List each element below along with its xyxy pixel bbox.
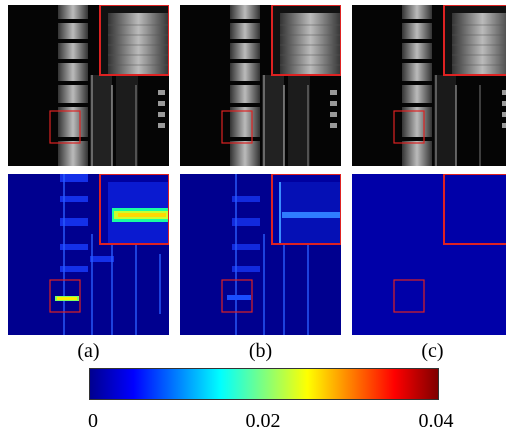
- image-a-grayscale: [8, 5, 169, 166]
- zoom-inset: [99, 5, 169, 76]
- region-box: [221, 279, 253, 313]
- region-box: [393, 110, 425, 144]
- error-map-a: [8, 174, 169, 335]
- zoom-inset: [443, 5, 506, 76]
- image-c-grayscale: [352, 5, 506, 166]
- caption-b: (b): [248, 340, 273, 362]
- zoom-inset: [271, 174, 341, 245]
- region-box: [393, 279, 425, 313]
- region-box: [49, 110, 81, 144]
- region-box: [49, 279, 81, 313]
- colorbar: [89, 368, 439, 400]
- zoom-inset: [99, 174, 169, 245]
- caption-a: (a): [77, 340, 100, 362]
- zoom-inset: [271, 5, 341, 76]
- error-map-c: [352, 174, 506, 335]
- caption-c: (c): [421, 340, 444, 362]
- colorbar-tick-mid: 0.02: [245, 410, 281, 432]
- colorbar-tick-min: 0: [88, 410, 98, 432]
- colorbar-tick-max: 0.04: [418, 410, 454, 432]
- region-box: [221, 110, 253, 144]
- error-map-b: [180, 174, 341, 335]
- image-b-grayscale: [180, 5, 341, 166]
- zoom-inset: [443, 174, 506, 245]
